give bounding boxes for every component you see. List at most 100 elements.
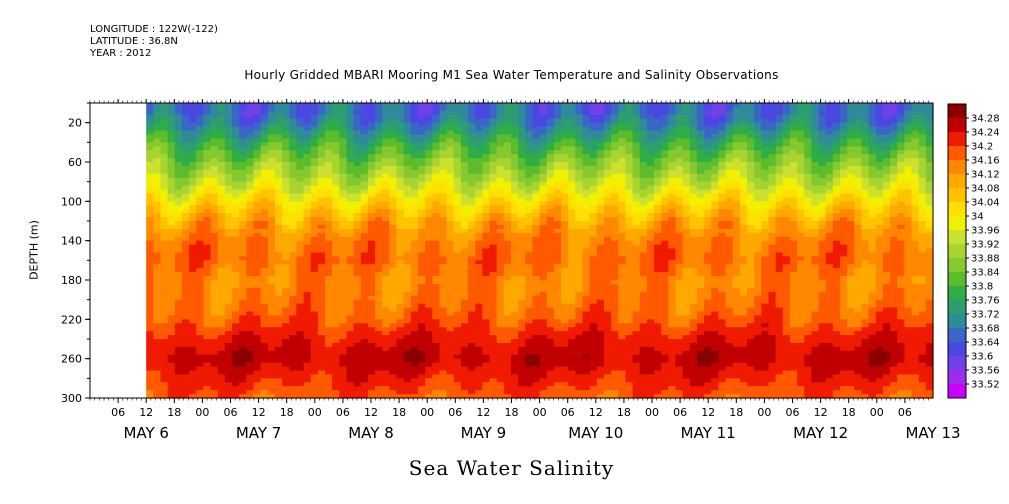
heatmap-cell	[375, 224, 383, 230]
heatmap-cell	[210, 228, 219, 234]
heatmap-cell	[518, 272, 526, 277]
heatmap-cell	[289, 382, 297, 387]
heatmap-cell	[582, 232, 591, 238]
heatmap-cell	[346, 378, 355, 383]
heatmap-cell	[582, 138, 591, 143]
heatmap-cell	[203, 118, 212, 124]
heatmap-cell	[518, 291, 526, 297]
heatmap-cell	[460, 154, 469, 159]
heatmap-cell	[475, 331, 483, 336]
heatmap-cell	[568, 114, 576, 120]
heatmap-cell	[596, 126, 605, 132]
heatmap-cell	[582, 358, 591, 364]
heatmap-cell	[332, 142, 340, 147]
heatmap-cell	[525, 209, 534, 214]
heatmap-cell	[267, 193, 276, 198]
heatmap-cell	[317, 165, 326, 171]
heatmap-cell	[396, 201, 405, 206]
heatmap-cell	[439, 303, 448, 309]
heatmap-cell	[346, 346, 355, 352]
heatmap-cell	[432, 386, 441, 391]
heatmap-cell	[210, 335, 219, 340]
heatmap-cell	[439, 118, 448, 124]
heatmap-cell	[382, 339, 390, 344]
heatmap-cell	[561, 154, 569, 159]
heatmap-cell	[367, 350, 376, 356]
heatmap-cell	[568, 272, 576, 277]
heatmap-cell	[453, 201, 462, 206]
heatmap-cell	[189, 114, 197, 120]
heatmap-cell	[160, 307, 169, 313]
heatmap-cell	[425, 386, 433, 391]
heatmap-cell	[239, 146, 247, 151]
heatmap-cell	[418, 358, 426, 364]
heatmap-cell	[503, 154, 512, 159]
heatmap-cell	[603, 268, 612, 273]
heatmap-cell	[589, 165, 598, 171]
heatmap-cell	[396, 122, 405, 128]
heatmap-cell	[153, 232, 162, 238]
heatmap-cell	[153, 122, 162, 128]
heatmap-cell	[418, 134, 426, 139]
heatmap-cell	[418, 378, 426, 383]
heatmap-cell	[603, 386, 612, 391]
heatmap-cell	[503, 382, 512, 387]
heatmap-cell	[317, 394, 326, 399]
heatmap-cell	[489, 339, 498, 344]
heatmap-cell	[253, 378, 262, 383]
heatmap-cell	[360, 256, 369, 261]
heatmap-cell	[532, 126, 541, 132]
heatmap-cell	[475, 378, 483, 383]
heatmap-cell	[618, 240, 627, 246]
heatmap-cell	[210, 150, 219, 155]
heatmap-cell	[317, 162, 326, 167]
heatmap-cell	[546, 331, 555, 336]
heatmap-cell	[396, 339, 405, 344]
heatmap-cell	[553, 331, 562, 336]
heatmap-cell	[575, 268, 584, 273]
heatmap-cell	[217, 232, 226, 238]
heatmap-cell	[439, 217, 448, 222]
heatmap-cell	[611, 299, 619, 305]
heatmap-cell	[418, 201, 426, 206]
heatmap-cell	[482, 169, 491, 175]
heatmap-cell	[446, 240, 455, 246]
heatmap-cell	[339, 342, 348, 348]
heatmap-cell	[603, 142, 612, 147]
heatmap-cell	[418, 264, 426, 269]
heatmap-cell	[174, 165, 183, 171]
heatmap-cell	[575, 323, 584, 328]
heatmap-cell	[561, 315, 569, 320]
heatmap-cell	[575, 110, 584, 116]
heatmap-cell	[375, 354, 383, 360]
heatmap-cell	[253, 295, 262, 301]
heatmap-cell	[439, 189, 448, 195]
heatmap-cell	[196, 264, 205, 269]
heatmap-cell	[160, 158, 169, 163]
heatmap-cell	[339, 106, 348, 112]
heatmap-cell	[310, 276, 319, 281]
heatmap-cell	[360, 268, 369, 273]
heatmap-cell	[453, 158, 462, 163]
heatmap-cell	[503, 169, 512, 175]
heatmap-cell	[439, 394, 448, 399]
heatmap-cell	[360, 386, 369, 391]
heatmap-cell	[210, 217, 219, 222]
heatmap-cell	[532, 370, 541, 375]
heatmap-cell	[575, 291, 584, 297]
heatmap-cell	[317, 138, 326, 143]
heatmap-cell	[596, 177, 605, 183]
heatmap-cell	[532, 307, 541, 313]
heatmap-cell	[189, 280, 197, 285]
heatmap-cell	[453, 386, 462, 391]
heatmap-cell	[224, 142, 233, 147]
heatmap-cell	[282, 276, 290, 281]
heatmap-cell	[425, 394, 433, 399]
heatmap-cell	[332, 303, 340, 309]
heatmap-cell	[425, 276, 433, 281]
heatmap-cell	[468, 299, 476, 305]
heatmap-cell	[375, 173, 383, 179]
heatmap-cell	[174, 150, 183, 155]
heatmap-cell	[325, 272, 333, 277]
heatmap-cell	[389, 252, 398, 257]
